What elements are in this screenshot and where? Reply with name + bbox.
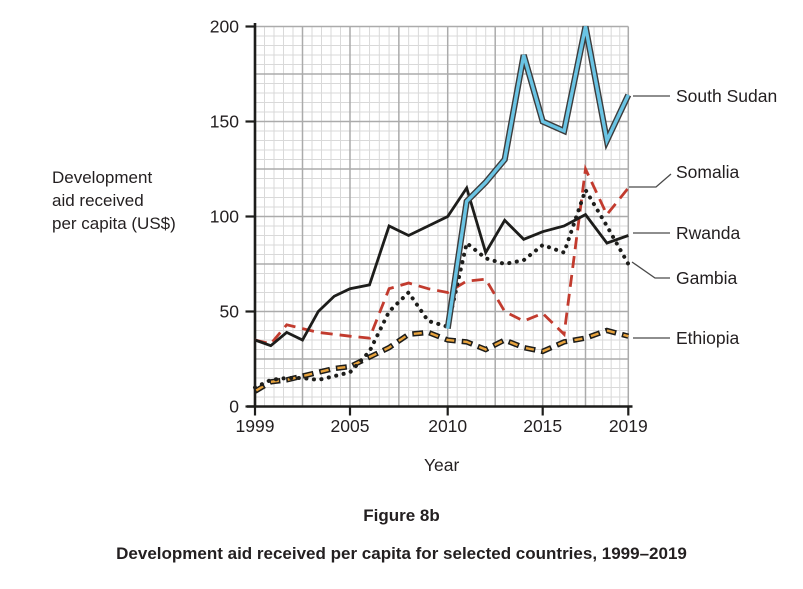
y-tick-label: 0 <box>229 397 239 417</box>
y-tick-label: 200 <box>210 17 239 37</box>
series-label-gambia: Gambia <box>676 268 738 288</box>
line-ethiopia <box>254 329 629 393</box>
x-tick-label: 2015 <box>523 416 562 436</box>
x-tick-label: 2019 <box>609 416 648 436</box>
y-axis-title: Development aid received per capita (US$… <box>52 166 176 235</box>
y-axis-title-line3: per capita (US$) <box>52 214 176 233</box>
figure-label: Figure 8b <box>363 506 440 525</box>
line-somalia <box>254 164 630 346</box>
x-tick-label: 2005 <box>331 416 370 436</box>
y-tick-label: 100 <box>210 207 239 227</box>
line-gambia <box>253 185 631 390</box>
series-label-somalia: Somalia <box>676 162 739 182</box>
series-label-ethiopia: Ethiopia <box>676 328 740 348</box>
leader-gambia <box>631 261 670 279</box>
y-axis-title-line2: aid received <box>52 191 144 210</box>
series-label-rwanda: Rwanda <box>676 223 740 243</box>
x-tick-label: 2010 <box>428 416 467 436</box>
y-tick-label: 50 <box>220 302 240 322</box>
line-south-sudan <box>446 26 630 329</box>
y-tick-label: 150 <box>210 112 239 132</box>
x-tick-label: 1999 <box>236 416 275 436</box>
chart-svg: 0 50 100 150 200 1999 2005 2010 2015 2019 Year Sout… <box>210 17 777 476</box>
leader-somalia <box>629 173 672 188</box>
series-label-south-sudan: South Sudan <box>676 86 777 106</box>
y-axis-title-line1: Development <box>52 168 153 187</box>
axes <box>247 23 633 408</box>
figure-caption: Development aid received per capita for … <box>116 544 687 563</box>
x-axis-title: Year <box>424 455 460 475</box>
line-rwanda <box>254 184 629 348</box>
